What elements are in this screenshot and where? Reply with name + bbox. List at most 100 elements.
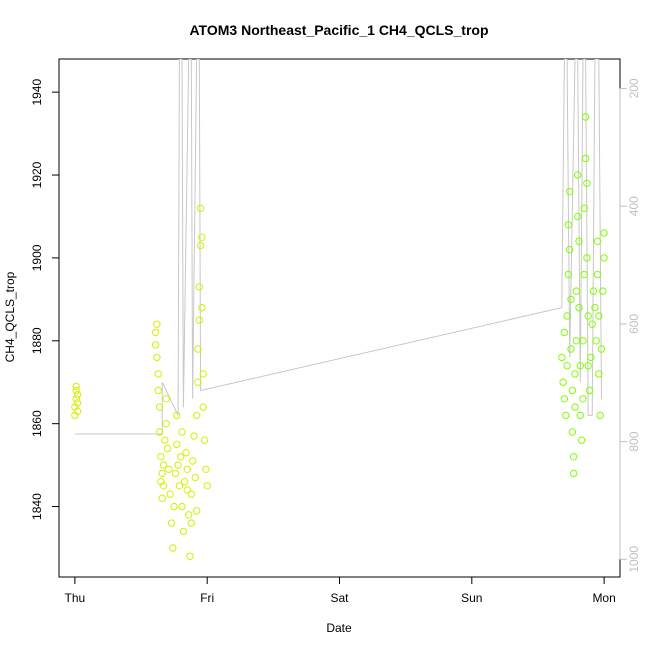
data-point xyxy=(174,461,182,469)
data-point xyxy=(192,507,201,515)
data-point xyxy=(183,486,192,494)
data-point xyxy=(564,270,573,279)
data-point xyxy=(600,254,608,262)
y-tick-label: 1940 xyxy=(30,79,44,106)
data-point xyxy=(584,362,592,370)
plot-area-frame xyxy=(58,58,621,578)
y-axis-label: CH4_QCLS_trop xyxy=(3,271,17,362)
data-point xyxy=(571,403,579,411)
data-point xyxy=(167,519,176,527)
data-point xyxy=(566,245,574,254)
data-point xyxy=(192,411,201,420)
data-point xyxy=(570,453,578,461)
data-point xyxy=(179,527,188,536)
data-point xyxy=(181,478,189,486)
data-point xyxy=(589,287,598,295)
data-point xyxy=(558,353,566,362)
data-point xyxy=(200,436,209,444)
data-point xyxy=(73,391,82,399)
data-point xyxy=(560,395,569,403)
data-point xyxy=(183,465,192,473)
data-point xyxy=(162,395,170,403)
data-point xyxy=(591,303,599,312)
x-tick-label: Sat xyxy=(330,591,349,605)
data-point xyxy=(579,337,587,345)
data-point xyxy=(196,241,205,250)
data-point xyxy=(574,212,582,221)
data-point xyxy=(151,341,160,349)
data-point xyxy=(154,386,162,395)
x-axis-label: Date xyxy=(326,621,352,635)
data-point xyxy=(593,237,602,246)
data-point xyxy=(596,411,604,420)
data-point xyxy=(177,453,185,461)
x-tick-label: Mon xyxy=(592,591,615,605)
data-point xyxy=(198,303,206,312)
data-point xyxy=(568,386,577,395)
data-point xyxy=(191,473,200,482)
data-point xyxy=(199,403,207,411)
data-point xyxy=(72,395,80,403)
data-point xyxy=(195,316,204,324)
y-tick-label: 1860 xyxy=(30,410,44,437)
data-point xyxy=(195,283,204,291)
data-point xyxy=(198,233,206,241)
data-point xyxy=(151,328,160,337)
data-point xyxy=(170,502,178,511)
data-point xyxy=(575,237,583,246)
data-point xyxy=(559,378,567,386)
data-point xyxy=(175,482,184,490)
data-point xyxy=(72,386,80,395)
y2-tick-label: 200 xyxy=(627,78,641,98)
data-point xyxy=(73,399,82,407)
y-tick-label: 1900 xyxy=(30,244,44,271)
data-point xyxy=(159,461,168,469)
data-point xyxy=(178,428,186,436)
marks-layer xyxy=(71,59,608,560)
data-point xyxy=(178,502,186,511)
data-point xyxy=(158,469,166,478)
data-point xyxy=(567,345,575,353)
data-point xyxy=(563,362,571,370)
data-point xyxy=(190,432,198,440)
y-tick-label: 1880 xyxy=(30,327,44,354)
data-point xyxy=(580,204,588,212)
data-point xyxy=(182,449,190,457)
data-point xyxy=(572,287,580,295)
data-point xyxy=(171,469,180,478)
data-point xyxy=(584,312,592,320)
data-point xyxy=(592,337,600,345)
data-point xyxy=(564,221,573,229)
data-point xyxy=(188,457,197,465)
data-point xyxy=(588,320,596,328)
data-point xyxy=(157,478,165,486)
data-point xyxy=(155,403,164,411)
data-point xyxy=(580,270,588,279)
data-point xyxy=(203,482,211,490)
data-point xyxy=(194,345,202,353)
data-point xyxy=(159,482,168,490)
x-tick-label: Thu xyxy=(65,591,86,605)
y2-tick-label: 1000 xyxy=(627,546,641,573)
data-point xyxy=(597,345,606,353)
data-point xyxy=(568,428,577,436)
data-point xyxy=(158,494,166,502)
data-point xyxy=(576,362,584,370)
data-point xyxy=(585,386,594,395)
data-point xyxy=(562,411,570,420)
data-point xyxy=(157,453,165,461)
y2-tick-label: 600 xyxy=(627,314,641,334)
data-point xyxy=(161,436,169,444)
data-point xyxy=(593,270,602,279)
data-point xyxy=(574,171,582,179)
data-point xyxy=(187,490,196,498)
data-point xyxy=(154,370,162,378)
data-point xyxy=(583,254,591,262)
data-point xyxy=(599,287,607,295)
profile-line xyxy=(74,59,602,435)
data-point xyxy=(71,403,79,411)
data-point xyxy=(185,511,193,519)
data-point xyxy=(169,544,177,552)
